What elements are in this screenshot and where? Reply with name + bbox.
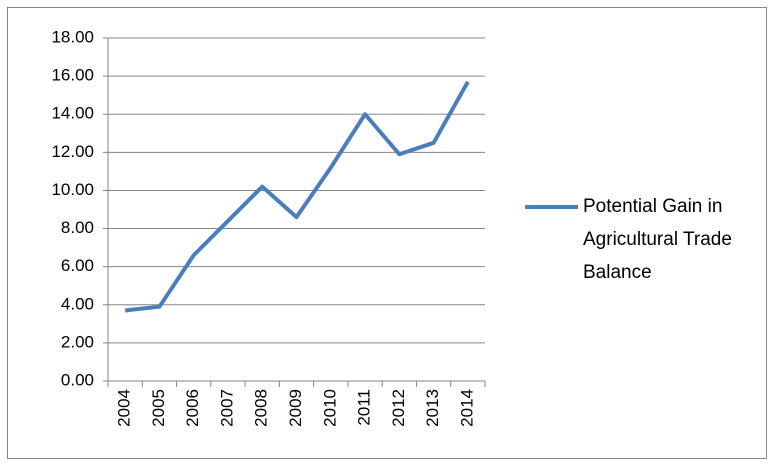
legend-label: Potential Gain in Agricultural Trade Bal… [583,196,732,283]
y-tick-label: 8.00 [61,218,94,237]
x-tick-label: 2011 [355,389,374,426]
data-line [124,80,470,313]
x-tick-label: 2008 [252,389,271,427]
chart-border [7,7,767,459]
y-tick-label: 6.00 [61,256,94,275]
x-tick-label: 2014 [457,389,476,427]
y-tick-label: 10.00 [51,180,94,199]
x-tick-label: 2013 [423,389,442,427]
x-tick-label: 2012 [389,389,408,427]
y-tick-label: 14.00 [51,104,94,123]
x-tick-label: 2006 [183,389,202,427]
y-tick-label: 18.00 [51,27,94,46]
y-tick-label: 4.00 [61,294,94,313]
x-tick-label: 2004 [115,389,134,427]
y-tick-label: 2.00 [61,332,94,351]
x-tick-label: 2010 [320,389,339,427]
x-tick-label: 2007 [217,389,236,427]
y-tick-label: 16.00 [51,66,94,85]
y-tick-label: 12.00 [51,142,94,161]
x-tick-label: 2009 [286,389,305,427]
y-tick-label: 0.00 [61,370,94,389]
x-tick-label: 2005 [149,389,168,427]
